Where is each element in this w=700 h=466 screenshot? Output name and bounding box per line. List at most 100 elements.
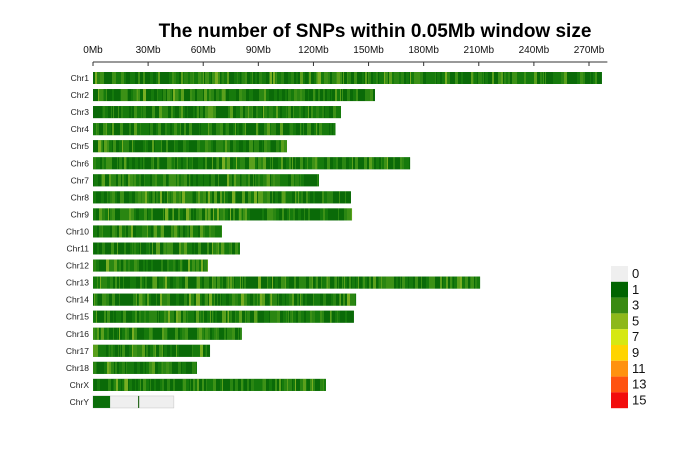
legend-label: 7 [632, 329, 639, 344]
density-segment [100, 327, 101, 340]
density-segment [131, 123, 134, 136]
density-segment [242, 191, 245, 204]
density-segment [113, 174, 116, 187]
density-segment [114, 106, 117, 119]
density-segment [273, 191, 275, 204]
density-segment [289, 276, 290, 289]
density-segment [327, 72, 328, 84]
density-segment [125, 293, 128, 306]
density-segment [333, 208, 335, 221]
density-segment [242, 89, 243, 102]
density-segment [300, 293, 301, 306]
density-segment [207, 89, 209, 102]
density-segment [456, 72, 458, 84]
density-segment [214, 89, 216, 102]
density-segment [160, 310, 162, 323]
density-segment [358, 276, 359, 289]
density-segment [109, 344, 110, 357]
density-segment [153, 259, 156, 272]
density-segment [178, 327, 180, 340]
density-segment [163, 123, 165, 136]
density-segment [144, 225, 147, 238]
density-segment [154, 327, 156, 340]
density-segment [143, 361, 145, 374]
density-segment [189, 140, 191, 153]
density-segment [168, 191, 170, 204]
density-segment [173, 208, 174, 221]
density-segment [120, 327, 121, 340]
density-segment [159, 276, 161, 289]
density-segment [271, 89, 274, 102]
density-segment [164, 361, 166, 374]
density-segment [315, 310, 317, 323]
density-segment [106, 174, 109, 187]
density-segment [124, 174, 126, 187]
density-segment [192, 157, 193, 170]
density-segment [401, 72, 404, 84]
density-segment [100, 276, 101, 289]
density-segment [321, 157, 324, 170]
density-segment [193, 106, 195, 119]
density-segment [404, 72, 405, 84]
density-segment [205, 344, 206, 357]
density-segment [299, 157, 300, 170]
density-segment [212, 123, 214, 136]
density-segment [145, 344, 146, 357]
density-segment [225, 140, 227, 153]
density-segment [205, 276, 207, 289]
density-segment [452, 276, 453, 289]
density-segment [179, 123, 180, 136]
density-segment [336, 293, 339, 306]
density-segment [97, 72, 100, 84]
density-segment [250, 191, 251, 204]
density-segment [233, 378, 235, 391]
density-segment [202, 378, 204, 391]
density-segment [409, 157, 410, 170]
density-segment [239, 191, 242, 204]
density-segment [199, 327, 202, 340]
density-segment [273, 276, 275, 289]
density-segment [450, 72, 452, 84]
density-segment [186, 378, 189, 391]
density-segment [125, 344, 128, 357]
density-segment [96, 344, 98, 357]
density-segment [217, 157, 219, 170]
density-segment [236, 191, 238, 204]
density-segment [126, 276, 127, 289]
density-segment [181, 310, 183, 323]
density-segment [235, 123, 236, 136]
density-segment [364, 157, 366, 170]
density-segment [183, 259, 185, 272]
density-segment [237, 123, 239, 136]
density-segment [230, 208, 231, 221]
density-segment [95, 293, 97, 306]
density-segment [318, 123, 319, 136]
density-segment [294, 72, 296, 84]
density-segment [272, 293, 275, 306]
density-segment [96, 157, 98, 170]
density-segment [257, 293, 258, 306]
density-segment [260, 293, 262, 306]
density-segment [163, 361, 164, 374]
density-segment [93, 106, 95, 119]
density-segment [233, 174, 234, 187]
density-segment [227, 327, 229, 340]
density-segment [93, 174, 94, 187]
density-segment [150, 123, 152, 136]
density-segment [140, 157, 142, 170]
density-segment [154, 140, 155, 153]
density-segment [225, 174, 227, 187]
density-segment [267, 293, 269, 306]
density-segment [240, 327, 241, 340]
density-segment [212, 327, 214, 340]
density-segment [238, 72, 240, 84]
chromosome-row-chr13: Chr13 [66, 276, 481, 289]
density-segment [289, 208, 290, 221]
density-segment [245, 174, 246, 187]
density-segment [221, 72, 222, 84]
density-segment [118, 378, 121, 391]
density-segment [181, 123, 184, 136]
density-segment [355, 293, 356, 306]
density-segment [474, 72, 477, 84]
density-segment [143, 72, 145, 84]
